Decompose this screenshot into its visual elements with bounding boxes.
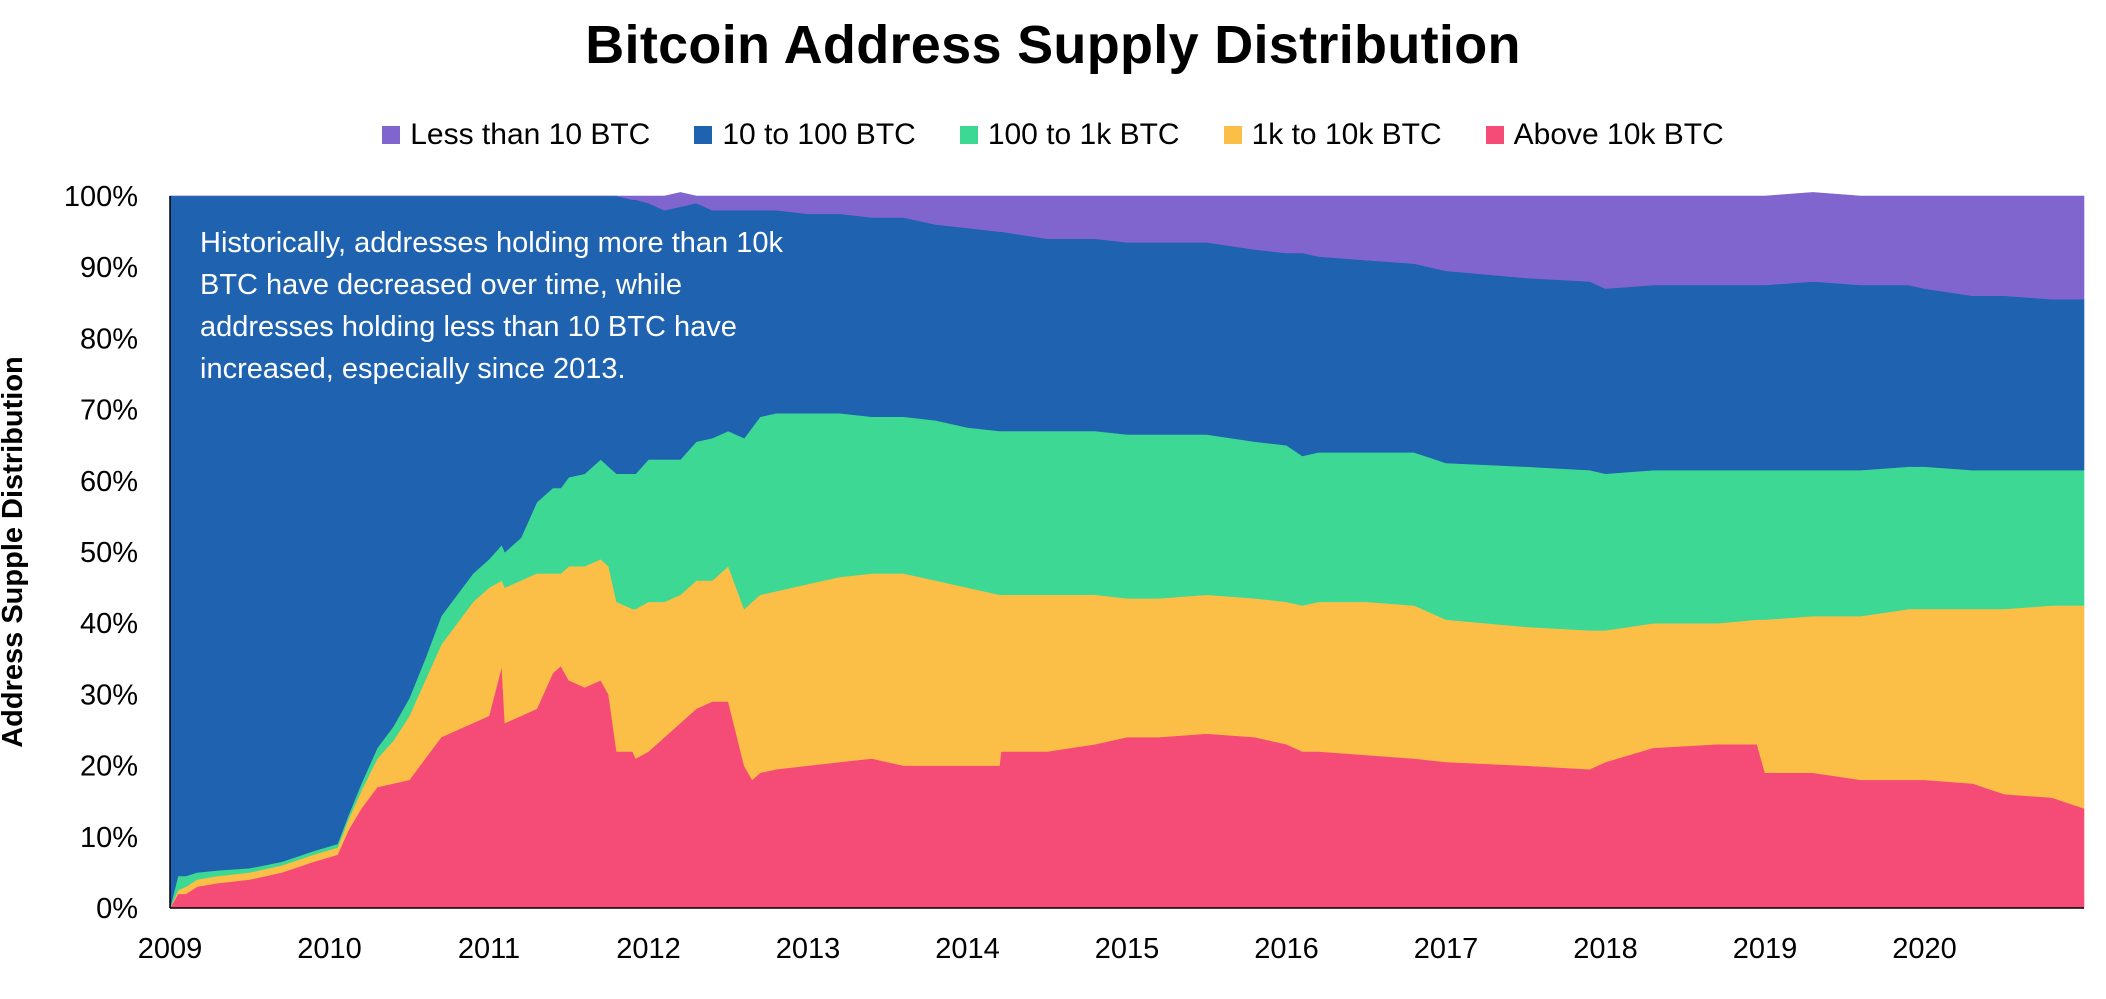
y-tick-label: 70% (80, 395, 138, 427)
x-tick-label: 2016 (1254, 933, 1319, 965)
y-tick-label: 100% (64, 181, 138, 213)
y-tick-label: 0% (96, 893, 138, 925)
x-tick-label: 2019 (1733, 933, 1798, 965)
y-tick-label: 80% (80, 323, 138, 355)
x-tick-label: 2011 (458, 933, 520, 965)
annotation-text: Historically, addresses holding more tha… (200, 227, 783, 385)
legend-label: 10 to 100 BTC (722, 118, 916, 151)
y-tick-label: 60% (80, 466, 138, 498)
legend: Less than 10 BTC 10 to 100 BTC 100 to 1k B… (0, 118, 2106, 152)
legend-item: 1k to 10k BTC (1223, 118, 1442, 152)
x-tick-label: 2014 (935, 933, 1000, 965)
legend-label: 100 to 1k BTC (987, 118, 1180, 151)
legend-label: 1k to 10k BTC (1251, 118, 1442, 151)
x-tick-label: 2013 (776, 933, 841, 965)
legend-swatch (382, 126, 401, 144)
x-tick-label: 2009 (138, 933, 203, 965)
legend-item: 10 to 100 BTC (694, 118, 916, 152)
legend-label: Less than 10 BTC (410, 118, 651, 151)
legend-label: Above 10k BTC (1513, 118, 1724, 151)
legend-item: Above 10k BTC (1485, 118, 1724, 152)
legend-swatch (694, 126, 713, 144)
legend-item: 100 to 1k BTC (959, 118, 1180, 152)
legend-swatch (959, 126, 978, 144)
legend-swatch (1485, 126, 1504, 144)
x-tick-label: 2012 (616, 933, 681, 965)
y-axis-label: Address Supple Distribution (0, 356, 29, 748)
y-tick-label: 10% (80, 822, 138, 854)
x-tick-label: 2015 (1095, 933, 1160, 965)
x-tick-label: 2017 (1414, 933, 1479, 965)
chart-title: Bitcoin Address Supply Distribution (585, 15, 1521, 75)
y-tick-label: 20% (80, 751, 138, 783)
y-tick-label: 90% (80, 252, 138, 284)
legend-item: Less than 10 BTC (382, 118, 650, 152)
y-tick-label: 40% (80, 608, 138, 640)
x-tick-label: 2018 (1573, 933, 1638, 965)
x-tick-label: 2020 (1892, 933, 1957, 965)
area-series-less-than-10-btc (170, 192, 2085, 300)
legend-swatch (1223, 126, 1242, 144)
x-tick-label: 2010 (297, 933, 362, 965)
y-tick-label: 30% (80, 679, 138, 711)
y-tick-label: 50% (80, 537, 138, 569)
